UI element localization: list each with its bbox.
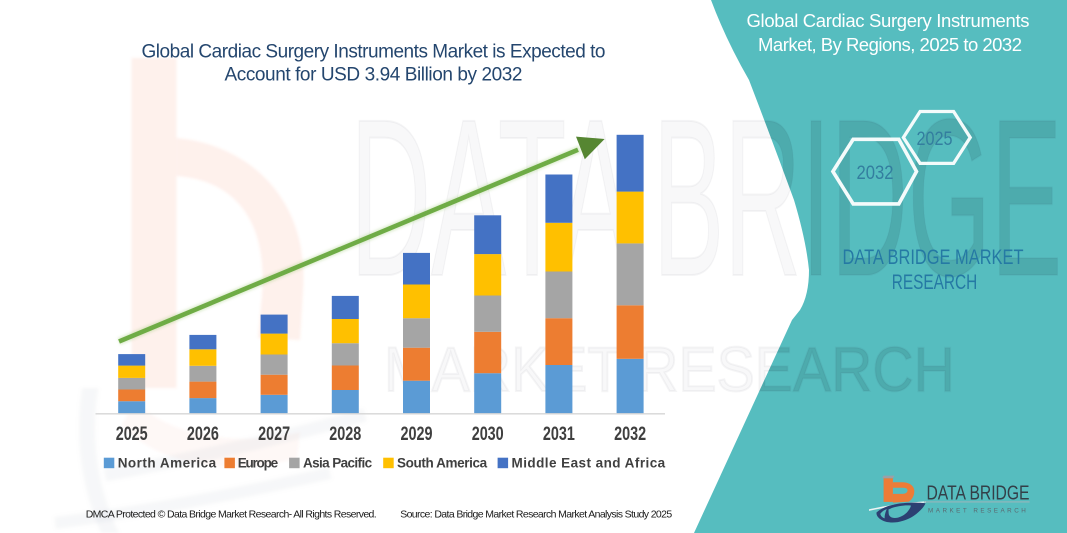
svg-text:Market, By Regions, 2025 to 20: Market, By Regions, 2025 to 2032 — [758, 34, 1022, 55]
svg-text:North America: North America — [118, 456, 217, 471]
svg-text:RESEARCH: RESEARCH — [892, 270, 978, 294]
svg-text:DATA BRIDGE: DATA BRIDGE — [927, 482, 1030, 505]
svg-text:BRIDGE: BRIDGE — [653, 73, 1062, 323]
svg-text:Global Cardiac Surgery Instrum: Global Cardiac Surgery Instruments Marke… — [142, 42, 606, 63]
svg-text:South America: South America — [397, 456, 488, 471]
svg-text:2030: 2030 — [472, 424, 504, 445]
svg-text:MARKET RESEARCH: MARKET RESEARCH — [928, 508, 1028, 515]
svg-text:2032: 2032 — [614, 424, 646, 445]
svg-text:2027: 2027 — [258, 424, 290, 445]
svg-text:Europe: Europe — [238, 456, 279, 471]
svg-text:DATA BRIDGE MARKET: DATA BRIDGE MARKET — [843, 245, 1024, 269]
svg-text:2026: 2026 — [187, 424, 219, 445]
svg-text:Account for USD 3.94 Billion: Account for USD 3.94 Billion by 2032 — [225, 65, 523, 86]
svg-text:2031: 2031 — [543, 424, 575, 445]
svg-text:Global Cardiac Surgery Instrum: Global Cardiac Surgery Instruments — [747, 10, 1030, 31]
svg-text:2029: 2029 — [401, 424, 433, 445]
svg-text:DMCA Protected © Data Bridge M: DMCA Protected © Data Bridge Market Rese… — [86, 509, 377, 521]
svg-text:Asia Pacific: Asia Pacific — [303, 456, 373, 471]
svg-text:Source: Data Bridge Market Res: Source: Data Bridge Market Research Mark… — [400, 509, 672, 521]
svg-text:Middle East and Africa: Middle East and Africa — [512, 456, 666, 471]
svg-text:2025: 2025 — [917, 129, 953, 150]
svg-text:2028: 2028 — [329, 424, 361, 445]
svg-text:2032: 2032 — [857, 163, 894, 184]
svg-text:2025: 2025 — [116, 424, 148, 445]
